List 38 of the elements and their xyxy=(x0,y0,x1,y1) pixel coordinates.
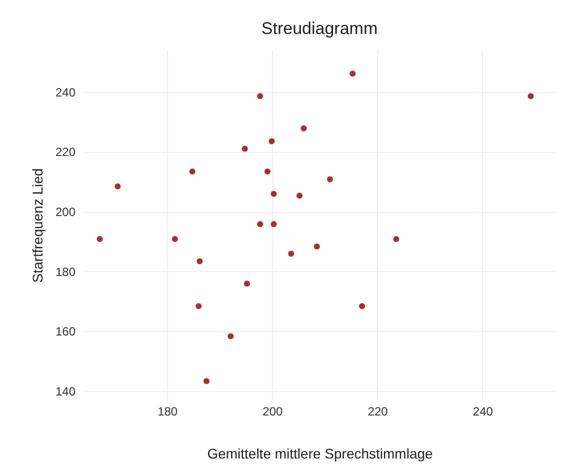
point xyxy=(528,93,534,100)
point xyxy=(242,146,248,152)
y-tick-label: 180 xyxy=(55,264,76,279)
point xyxy=(196,258,203,264)
point xyxy=(196,303,202,310)
x-tick-label: 220 xyxy=(368,404,388,418)
x-tick-label: 200 xyxy=(262,404,284,418)
point xyxy=(270,221,277,228)
y-tick-label: 240 xyxy=(55,85,76,100)
point xyxy=(268,138,275,144)
point xyxy=(204,378,210,384)
point xyxy=(327,176,334,182)
y-tick-label: 200 xyxy=(55,205,76,220)
point xyxy=(228,333,234,340)
x-tick-label: 180 xyxy=(158,404,178,418)
point xyxy=(189,168,196,174)
y-tick-label: 220 xyxy=(55,145,76,160)
y-tick-label: 140 xyxy=(55,384,76,399)
point xyxy=(257,93,264,100)
point xyxy=(172,236,178,242)
y-axis-title: Startfrequenz Lied xyxy=(29,168,46,283)
point xyxy=(114,183,121,190)
point xyxy=(264,168,270,174)
point xyxy=(96,236,103,242)
x-tick-label: 240 xyxy=(472,404,494,418)
point xyxy=(314,244,320,250)
point xyxy=(257,221,264,228)
point xyxy=(350,70,356,77)
point xyxy=(244,280,250,287)
y-tick-label: 160 xyxy=(55,324,76,339)
point xyxy=(359,303,366,310)
chart-title: Streudiagramm xyxy=(261,19,378,38)
point xyxy=(288,250,294,257)
x-axis-title: Gemittelte mittlere Sprechstimmlage xyxy=(207,446,434,462)
point xyxy=(393,236,400,242)
point xyxy=(296,192,303,199)
point xyxy=(270,190,277,197)
point xyxy=(300,125,307,132)
